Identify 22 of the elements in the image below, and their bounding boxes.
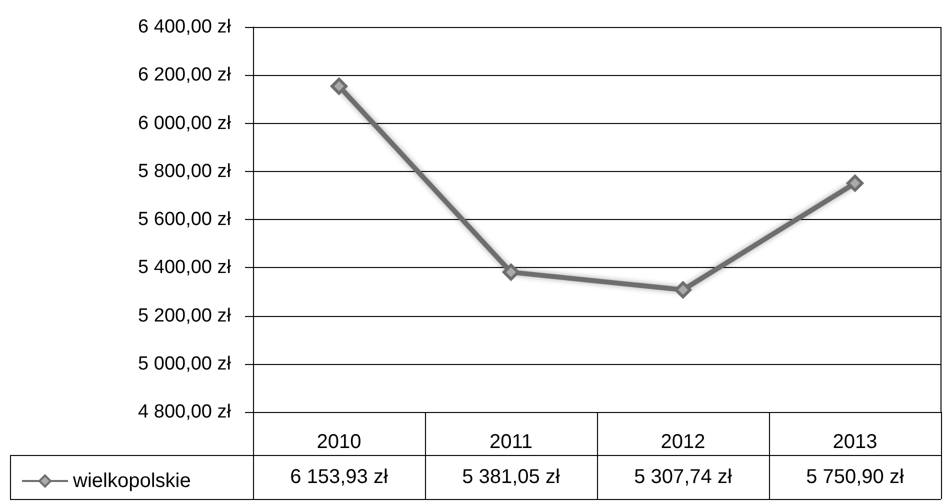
data-label: 5 750,90 zł	[806, 466, 904, 488]
point	[330, 78, 348, 95]
x-tick-label: 2011	[489, 431, 533, 453]
point	[502, 264, 520, 281]
point	[674, 281, 692, 298]
y-tick-label: 6 000,00 zł	[138, 112, 232, 134]
data-label: 5 307,74 zł	[634, 466, 732, 488]
data-label: 6 153,93 zł	[290, 466, 388, 488]
x-tick-label: 2013	[832, 431, 878, 453]
point	[846, 174, 864, 192]
y-tick-label: 5 600,00 zł	[138, 209, 232, 230]
y-tick-label: 6 200,00 zł	[138, 64, 232, 86]
x-tick-label: 2010	[316, 431, 362, 453]
y-tick-label: 5 800,00 zł	[138, 160, 232, 182]
y-tick-label: 5 200,00 zł	[138, 305, 232, 326]
data-label: 5 381,05 zł	[462, 466, 560, 488]
legend-label: wielkopolskie	[72, 470, 191, 492]
y-tick-label: 6 400,00 zł	[138, 16, 232, 38]
x-tick-label: 2012	[660, 431, 706, 453]
y-tick-label: 5 000,00 zł	[138, 353, 232, 374]
y-tick-label: 4 800,00 zł	[138, 402, 232, 422]
y-tick-label: 5 400,00 zł	[138, 257, 232, 278]
